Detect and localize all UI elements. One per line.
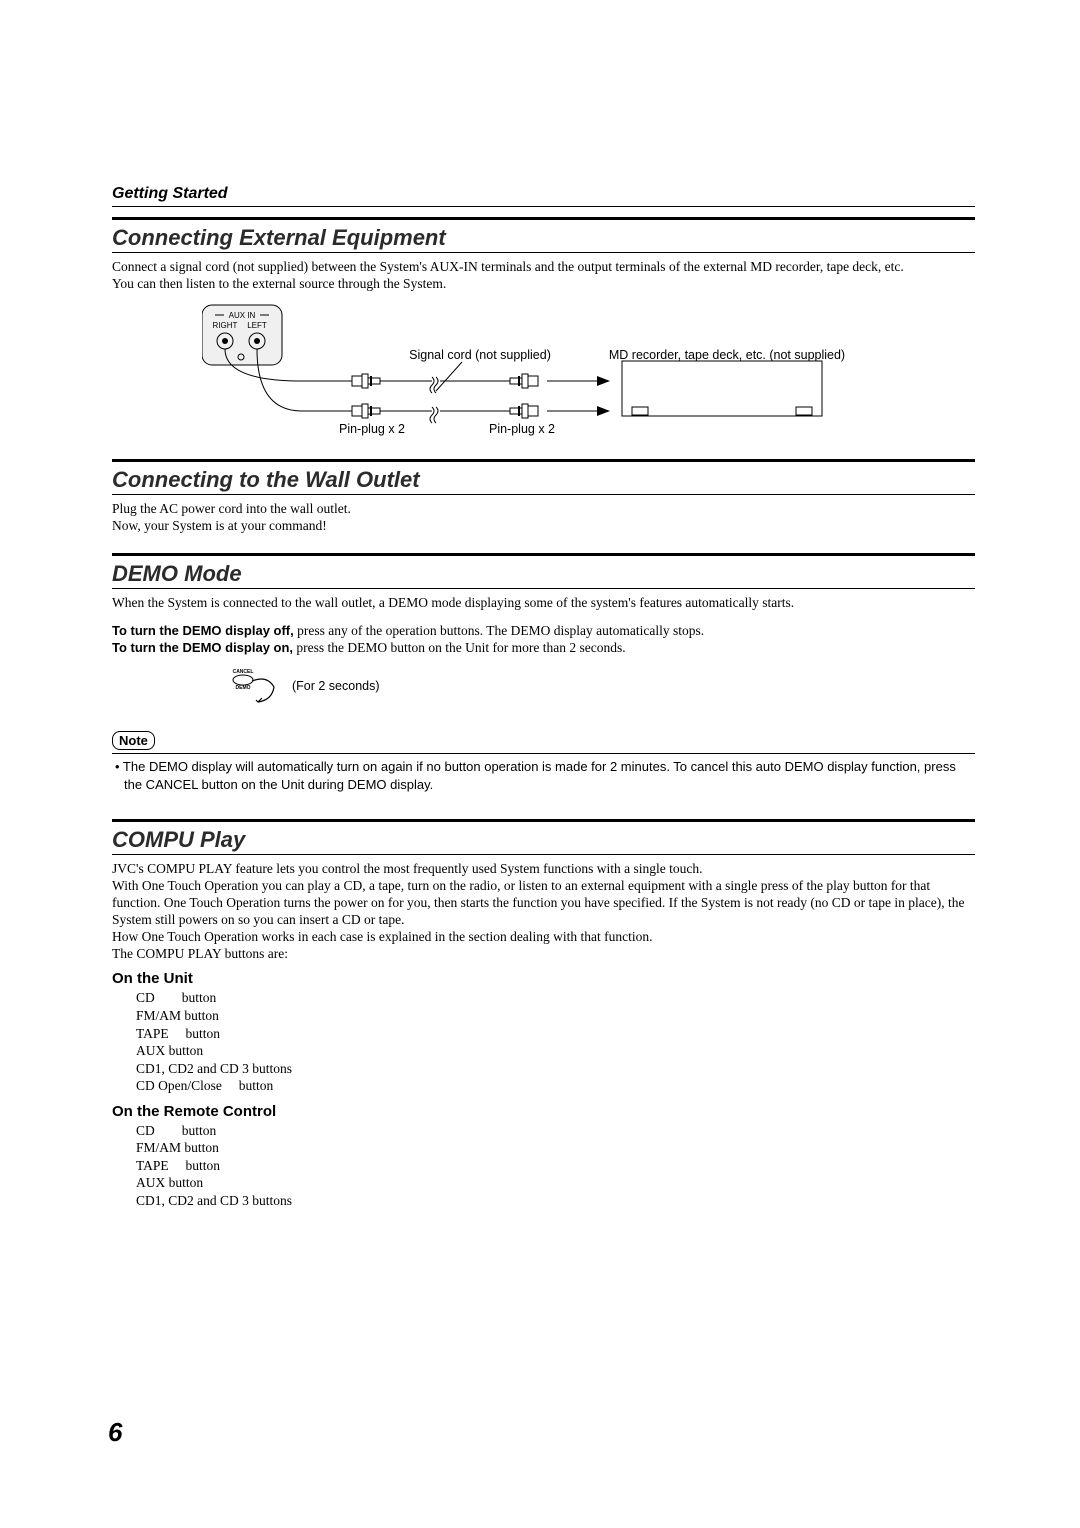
paragraph: When the System is connected to the wall…	[112, 595, 975, 612]
list-item: FM/AM button	[136, 1007, 975, 1025]
sub-heading-unit: On the Unit	[112, 970, 975, 987]
list-item: FM/AM button	[136, 1139, 975, 1157]
rule	[112, 494, 975, 495]
label-pinplug-2: Pin-plug x 2	[489, 422, 555, 436]
sub-heading-remote: On the Remote Control	[112, 1103, 975, 1120]
paragraph: To turn the DEMO display on, press the D…	[112, 640, 975, 657]
body-text: JVC's COMPU PLAY feature lets you contro…	[112, 861, 975, 962]
section-title: Connecting External Equipment	[112, 222, 975, 252]
list-item: CD button	[136, 989, 975, 1007]
section-connecting-external: Connecting External Equipment Connect a …	[112, 217, 975, 441]
list-item: TAPE button	[136, 1025, 975, 1043]
list-item: TAPE button	[136, 1157, 975, 1175]
body-text: Plug the AC power cord into the wall out…	[112, 501, 975, 535]
label-md-recorder: MD recorder, tape deck, etc. (not suppli…	[609, 348, 845, 362]
list-item: AUX button	[136, 1174, 975, 1192]
label-demo: DEMO	[236, 685, 251, 691]
label-right: RIGHT	[213, 321, 238, 330]
connection-diagram: AUX IN RIGHT LEFT	[202, 301, 975, 441]
rule	[112, 252, 975, 253]
chapter-heading: Getting Started	[112, 185, 975, 207]
demo-button-illustration: CANCEL DEMO (For 2 seconds)	[232, 667, 975, 705]
pin-plug-left-icon	[352, 374, 388, 388]
paragraph: You can then listen to the external sour…	[112, 276, 975, 293]
section-title: COMPU Play	[112, 824, 975, 854]
label-cancel: CANCEL	[233, 669, 254, 675]
section-title: DEMO Mode	[112, 558, 975, 588]
note-text: • The DEMO display will automatically tu…	[112, 758, 975, 793]
list-item: AUX button	[136, 1042, 975, 1060]
rule	[112, 217, 975, 220]
paragraph: To turn the DEMO display off, press any …	[112, 623, 975, 640]
body-text: Connect a signal cord (not supplied) bet…	[112, 259, 975, 293]
text: press the DEMO button on the Unit for mo…	[293, 640, 626, 655]
rule	[112, 854, 975, 855]
pin-plug-right-icon	[502, 374, 538, 388]
label-signal-cord: Signal cord (not supplied)	[409, 348, 551, 362]
pin-plug-right-icon	[502, 404, 538, 418]
bold-label: To turn the DEMO display off,	[112, 623, 294, 638]
bold-label: To turn the DEMO display on,	[112, 640, 293, 655]
rule	[112, 753, 975, 754]
paragraph: With One Touch Operation you can play a …	[112, 878, 975, 929]
section-demo-mode: DEMO Mode When the System is connected t…	[112, 553, 975, 794]
body-text: When the System is connected to the wall…	[112, 595, 975, 612]
label-left: LEFT	[247, 321, 267, 330]
text: press any of the operation buttons. The …	[294, 623, 704, 638]
pin-plug-left-icon	[352, 404, 388, 418]
hold-caption: (For 2 seconds)	[292, 679, 380, 693]
page-number: 6	[108, 1417, 122, 1448]
section-wall-outlet: Connecting to the Wall Outlet Plug the A…	[112, 459, 975, 535]
list-item: CD1, CD2 and CD 3 buttons	[136, 1192, 975, 1210]
body-text: To turn the DEMO display off, press any …	[112, 623, 975, 657]
label-aux-in: AUX IN	[229, 311, 256, 320]
section-title: Connecting to the Wall Outlet	[112, 464, 975, 494]
paragraph: Plug the AC power cord into the wall out…	[112, 501, 975, 518]
label-pinplug-1: Pin-plug x 2	[339, 422, 405, 436]
paragraph: Now, your System is at your command!	[112, 518, 975, 535]
paragraph: The COMPU PLAY buttons are:	[112, 946, 975, 963]
rule	[112, 553, 975, 556]
rule	[112, 588, 975, 589]
note-label: Note	[112, 731, 155, 750]
unit-button-list: CD button FM/AM button TAPE button AUX b…	[136, 989, 975, 1094]
list-item: CD Open/Close button	[136, 1077, 975, 1095]
section-compu-play: COMPU Play JVC's COMPU PLAY feature lets…	[112, 819, 975, 1209]
paragraph: Connect a signal cord (not supplied) bet…	[112, 259, 975, 276]
rule	[112, 459, 975, 462]
paragraph: JVC's COMPU PLAY feature lets you contro…	[112, 861, 975, 878]
list-item: CD button	[136, 1122, 975, 1140]
rule	[112, 819, 975, 822]
remote-button-list: CD button FM/AM button TAPE button AUX b…	[136, 1122, 975, 1210]
list-item: CD1, CD2 and CD 3 buttons	[136, 1060, 975, 1078]
paragraph: How One Touch Operation works in each ca…	[112, 929, 975, 946]
